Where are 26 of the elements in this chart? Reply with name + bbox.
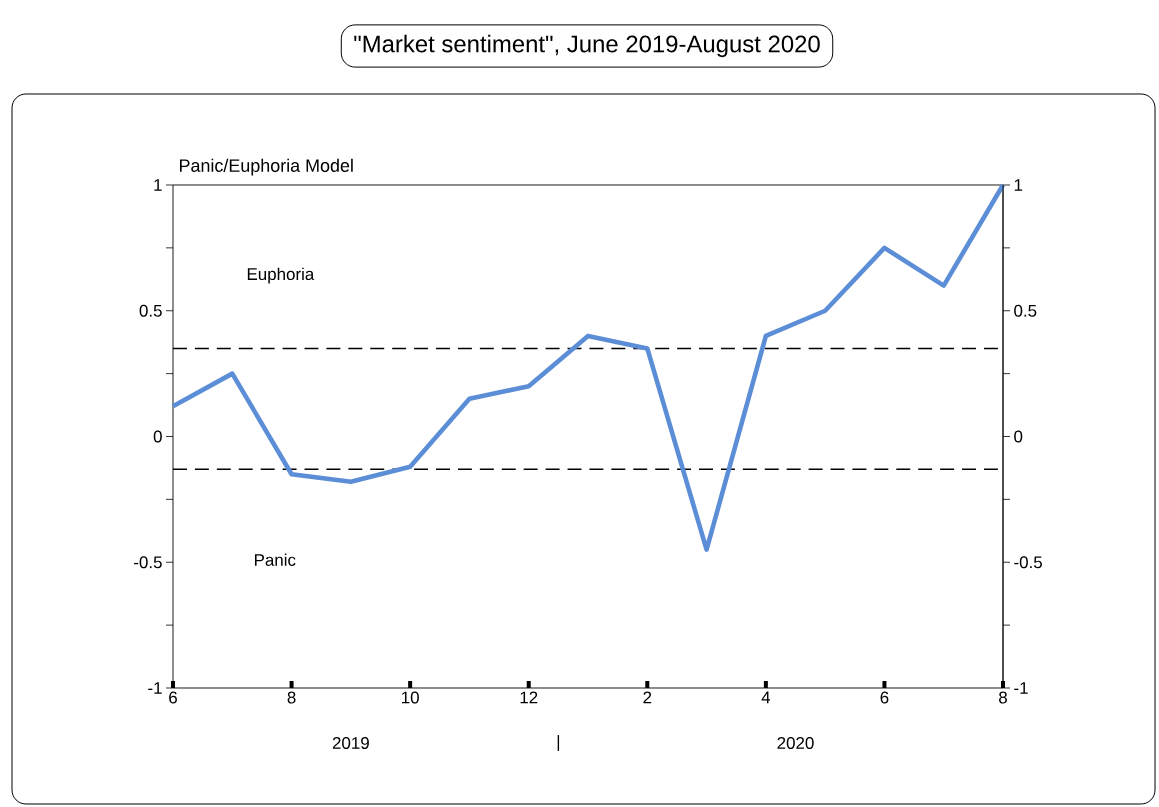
x-tick-label: 12 [520, 691, 538, 704]
y2-tick-label: -1 [148, 682, 162, 694]
y2-tick-label: 1 [154, 179, 162, 191]
x-tick-label: 6 [169, 691, 177, 704]
y-tick-label: -1 [1014, 682, 1028, 694]
x-tick-label: 8 [999, 691, 1007, 704]
y-tick-label: -0.5 [1014, 556, 1042, 569]
x-tick-label: 8 [287, 691, 296, 704]
x-tick-label: 4 [761, 691, 771, 704]
chart-subtitle: Panic/Euphoria Model [179, 158, 353, 176]
y2-tick-label: 0.5 [139, 304, 162, 317]
x-tick-label: 6 [880, 691, 889, 704]
x-tick-label: 2 [643, 691, 652, 704]
text: 2020 [777, 737, 814, 749]
y-tick-label: 0 [1014, 430, 1023, 443]
text: | [557, 735, 560, 751]
y-tick-label: 1 [1014, 179, 1023, 191]
y2-tick-label: 0 [153, 430, 162, 443]
annotation: Panic [254, 553, 296, 566]
annotation: Euphoria [247, 267, 315, 284]
line-series [170, 182, 1006, 552]
x-tick-label: 10 [402, 691, 419, 704]
chart-title: "Market sentiment", June 2019-August 2020 [354, 34, 820, 58]
text: 2019 [332, 737, 369, 749]
y-tick-label: 0.5 [1014, 304, 1037, 317]
y2-tick-label: -0.5 [134, 556, 162, 569]
